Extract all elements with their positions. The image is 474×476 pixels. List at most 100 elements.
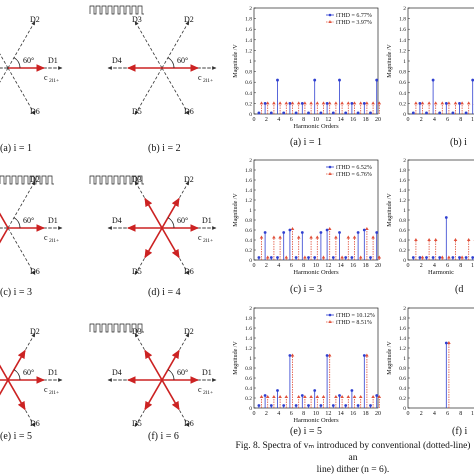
x-tick-label: 4 xyxy=(277,411,280,417)
marker-series2 xyxy=(347,236,351,239)
label-d5: D5 xyxy=(132,419,142,428)
marker-series2 xyxy=(427,101,431,104)
marker-series1 xyxy=(458,102,461,105)
y-tick-label: 2 xyxy=(403,306,406,312)
y-tick-label: 0.8 xyxy=(399,366,406,372)
marker-series1 xyxy=(338,79,341,82)
x-tick-label: 16 xyxy=(350,117,356,123)
label-d6: D6 xyxy=(30,419,40,428)
marker-series1 xyxy=(458,256,461,259)
marker-series1 xyxy=(363,102,366,105)
dither-waveform xyxy=(0,176,54,184)
marker-series2 xyxy=(322,101,326,104)
marker-series2 xyxy=(359,395,363,398)
marker-series1 xyxy=(344,256,347,259)
marker-series1 xyxy=(320,404,323,407)
marker-series1 xyxy=(307,112,310,115)
legend-marker-series2 xyxy=(328,20,331,23)
y-tick-label: 1 xyxy=(249,356,252,362)
marker-series1 xyxy=(282,404,285,407)
marker-series2 xyxy=(278,101,282,104)
solid-vector xyxy=(145,380,162,409)
marker-series2 xyxy=(316,236,320,239)
diagram-caption-c: (c) i = 3 xyxy=(0,287,32,298)
y-tick-label: 2 xyxy=(249,6,252,12)
marker-series2 xyxy=(309,101,313,104)
marker-series2 xyxy=(460,101,464,104)
marker-series1 xyxy=(338,394,341,397)
marker-series2 xyxy=(454,101,458,104)
angle-arc xyxy=(168,218,174,228)
x-axis-label: Harmonic xyxy=(428,269,454,276)
y-tick-label: 1.2 xyxy=(245,346,252,352)
y-tick-label: 1.2 xyxy=(245,198,252,204)
angle-label: 60° xyxy=(23,368,34,377)
spectrum-caption-a: (a) i = 1 xyxy=(290,137,322,148)
marker-series2 xyxy=(272,101,276,104)
marker-series1 xyxy=(295,112,298,115)
marker-series2 xyxy=(297,395,301,398)
marker-series1 xyxy=(326,354,329,357)
marker-series2 xyxy=(328,227,332,230)
marker-series1 xyxy=(419,102,422,105)
label-d2: D2 xyxy=(30,327,40,336)
x-tick-label: 2 xyxy=(265,411,268,417)
legend-label-series1: iTHD = 6.52% xyxy=(336,165,372,171)
y-tick-label: 0.4 xyxy=(399,386,406,392)
diagram-caption-e: (e) i = 5 xyxy=(0,431,32,442)
y-tick-label: 1.4 xyxy=(245,336,252,342)
y-tick-label: 0.2 xyxy=(399,248,406,254)
marker-series2 xyxy=(434,238,438,241)
x-tick-label: 8 xyxy=(459,117,462,123)
marker-series1 xyxy=(270,404,273,407)
label-c-subscript: 2l1+ xyxy=(49,78,59,84)
label-d2: D2 xyxy=(184,15,194,24)
x-axis-label: Harmonic Orders xyxy=(293,269,339,276)
marker-series2 xyxy=(447,256,451,259)
x-tick-label: 20 xyxy=(375,263,381,269)
x-tick-label: 2 xyxy=(420,117,423,123)
marker-series2 xyxy=(322,256,326,259)
marker-series2 xyxy=(266,256,270,259)
marker-series2 xyxy=(353,236,357,239)
marker-series1 xyxy=(357,404,360,407)
marker-series1 xyxy=(412,112,415,115)
marker-series1 xyxy=(432,79,435,82)
legend-label-series1: iTHD = 10.12% xyxy=(336,313,375,319)
x-tick-label: 0 xyxy=(253,263,256,269)
y-tick-label: 0.4 xyxy=(245,238,252,244)
marker-series1 xyxy=(326,102,329,105)
marker-series1 xyxy=(432,256,435,259)
legend-label-series2: iTHD = 6.76% xyxy=(336,172,372,178)
angle-label: 60° xyxy=(177,56,188,65)
x-tick-label: 6 xyxy=(446,411,449,417)
marker-series1 xyxy=(438,112,441,115)
spectrum-caption-f: (f) i xyxy=(452,426,467,437)
y-tick-label: 1.4 xyxy=(245,188,252,194)
marker-series2 xyxy=(340,256,344,259)
marker-series2 xyxy=(347,101,351,104)
marker-series2 xyxy=(365,227,369,230)
y-tick-label: 0.4 xyxy=(245,91,252,97)
legend-marker-series1 xyxy=(329,166,332,169)
marker-series1 xyxy=(282,231,285,234)
marker-series2 xyxy=(303,256,307,259)
diagram-caption-b: (b) i = 2 xyxy=(148,143,181,154)
label-d5: D5 xyxy=(132,107,142,116)
y-tick-label: 1.8 xyxy=(399,17,406,23)
dither-waveform xyxy=(90,324,144,332)
y-tick-label: 0.4 xyxy=(399,238,406,244)
y-tick-label: 0.6 xyxy=(399,228,406,234)
solid-vector xyxy=(145,351,162,380)
marker-series2 xyxy=(340,101,344,104)
y-tick-label: 2 xyxy=(403,6,406,12)
label-d1: D1 xyxy=(202,216,212,225)
marker-series1 xyxy=(465,256,468,259)
marker-series1 xyxy=(270,256,273,259)
label-d4: D4 xyxy=(112,56,122,65)
marker-series1 xyxy=(465,112,468,115)
